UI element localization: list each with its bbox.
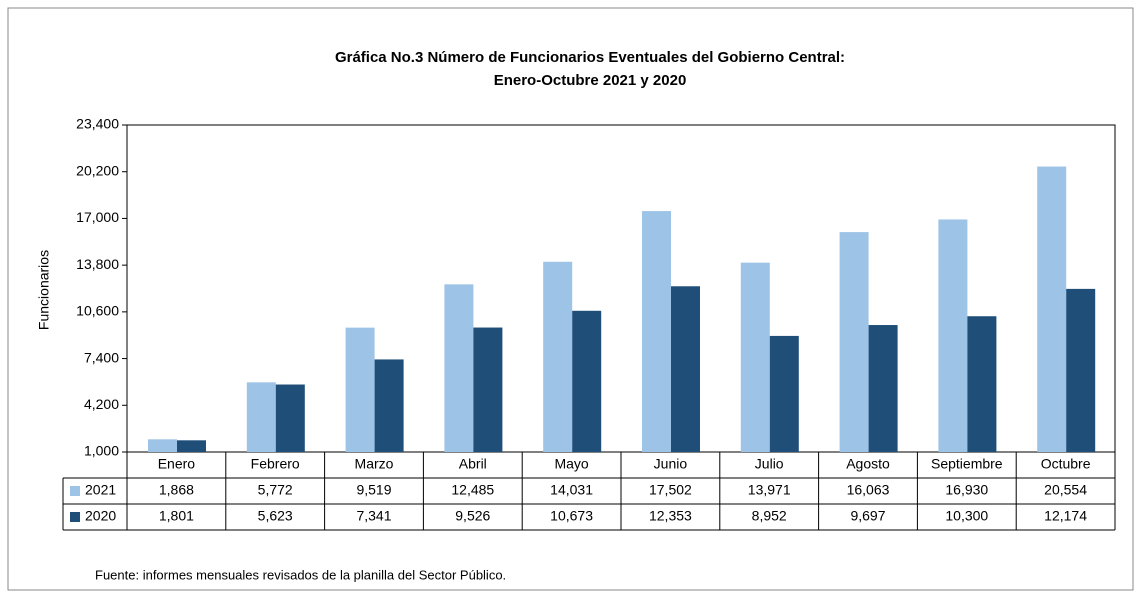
legend-label: 2021	[85, 482, 116, 498]
table-cell: 5,772	[258, 482, 293, 498]
table-cell: 10,673	[550, 508, 593, 524]
bar	[444, 284, 474, 452]
table-cell: 5,623	[258, 508, 293, 524]
x-tick-label: Mayo	[554, 456, 588, 472]
table-cell: 1,801	[159, 508, 194, 524]
y-tick-label: 23,400	[76, 116, 119, 132]
bar	[473, 327, 503, 452]
y-tick-label: 1,000	[84, 443, 119, 459]
bar	[345, 327, 375, 452]
y-axis-label: Funcionarios	[36, 250, 52, 330]
table-cell: 12,485	[451, 482, 494, 498]
x-tick-label: Octubre	[1041, 456, 1091, 472]
source-note: Fuente: informes mensuales revisados de …	[95, 567, 506, 582]
bar	[938, 219, 968, 452]
y-tick-label: 7,400	[84, 349, 119, 365]
bar	[1037, 166, 1067, 453]
bar	[769, 335, 799, 452]
y-tick-label: 10,600	[76, 303, 119, 319]
table-cell: 16,930	[945, 482, 988, 498]
table-cell: 9,519	[356, 482, 391, 498]
x-tick-label: Junio	[654, 456, 688, 472]
y-tick-label: 20,200	[76, 162, 119, 178]
y-tick-label: 17,000	[76, 209, 119, 225]
x-tick-label: Agosto	[846, 456, 890, 472]
bar	[671, 286, 700, 452]
frame	[7, 7, 1134, 591]
bar	[246, 382, 276, 452]
bar	[148, 439, 177, 452]
table-cell: 16,063	[847, 482, 890, 498]
table-cell: 14,031	[550, 482, 593, 498]
table-cell: 1,868	[159, 482, 194, 498]
x-tick-label: Marzo	[355, 456, 394, 472]
x-tick-label: Febrero	[251, 456, 300, 472]
chart-title: Gráfica No.3 Número de Funcionarios Even…	[335, 49, 845, 66]
table-cell: 7,341	[356, 508, 391, 524]
legend-swatch	[70, 512, 80, 522]
table-cell: 10,300	[945, 508, 988, 524]
bar	[374, 359, 404, 452]
table-cell: 8,952	[752, 508, 787, 524]
x-tick-label: Enero	[158, 456, 196, 472]
chart-title: Enero-Octubre 2021 y 2020	[494, 72, 687, 89]
bar	[572, 310, 602, 452]
table-cell: 12,174	[1044, 508, 1087, 524]
bar	[275, 384, 305, 452]
table-cell: 13,971	[748, 482, 791, 498]
table-cell: 9,697	[850, 508, 885, 524]
bar	[839, 232, 869, 452]
bar	[177, 440, 206, 452]
bar	[967, 316, 997, 452]
table-cell: 12,353	[649, 508, 692, 524]
table-cell: 17,502	[649, 482, 692, 498]
legend-swatch	[70, 486, 80, 496]
bar	[543, 261, 573, 452]
y-tick-label: 4,200	[84, 396, 119, 412]
bar	[1066, 288, 1096, 452]
table-cell: 20,554	[1044, 482, 1087, 498]
table-cell: 9,526	[455, 508, 490, 524]
x-tick-label: Abril	[459, 456, 487, 472]
x-tick-label: Julio	[755, 456, 784, 472]
y-tick-label: 13,800	[76, 256, 119, 272]
x-tick-label: Septiembre	[931, 456, 1003, 472]
bar	[740, 262, 770, 452]
bar	[868, 325, 898, 452]
bar	[642, 211, 671, 452]
legend-label: 2020	[85, 508, 116, 524]
